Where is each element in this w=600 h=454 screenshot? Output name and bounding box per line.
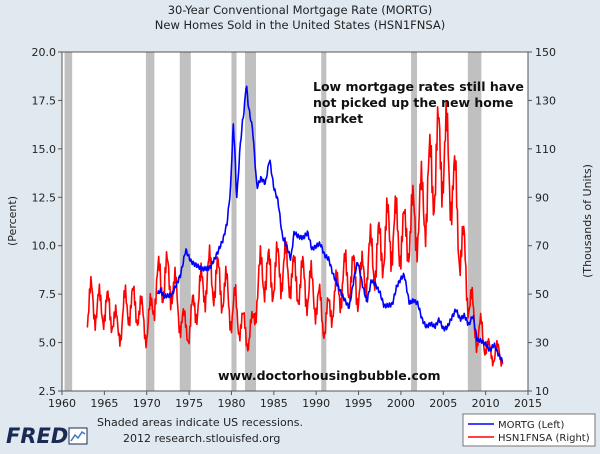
x-tick-label: 1960	[48, 397, 76, 410]
chart-subtitle: New Homes Sold in the United States (HSN…	[155, 18, 445, 32]
x-tick-label: 1965	[90, 397, 118, 410]
legend-box	[462, 413, 596, 447]
annotation-line-3: market	[313, 111, 363, 126]
y2-axis-label: (Thousands of Units)	[581, 164, 594, 278]
y2-tick-label: 130	[535, 94, 556, 107]
series-line-hsn	[86, 101, 504, 367]
y2-tick-label: 70	[535, 240, 549, 253]
x-tick-label: 1980	[217, 397, 245, 410]
y-tick-label: 2.5	[39, 385, 57, 398]
y2-tick-label: 150	[535, 46, 556, 59]
chart-title: 30-Year Conventional Mortgage Rate (MORT…	[168, 3, 433, 17]
x-tick-label: 2015	[514, 397, 542, 410]
recession-band	[467, 52, 482, 391]
y-tick-label: 5.0	[39, 337, 57, 350]
source-note: 2012 research.stlouisfed.org	[123, 432, 280, 445]
recession-note: Shaded areas indicate US recessions.	[97, 416, 303, 429]
plot-frame	[61, 51, 529, 392]
recession-band	[231, 52, 237, 391]
legend-label-hsn: HSN1FNSA (Right)	[498, 433, 590, 444]
x-tick-label: 1990	[302, 397, 330, 410]
recession-shading	[64, 52, 482, 391]
axis-ticks: 1960 1965 1970 1975 1980 1985 1990 1995 2000 2005…	[32, 46, 557, 410]
y2-tick-label: 90	[535, 191, 549, 204]
x-tick-label: 2010	[472, 397, 500, 410]
annotation-line-2: not picked up the new home	[313, 95, 513, 110]
y2-tick-label: 10	[535, 385, 549, 398]
recession-band	[411, 52, 418, 391]
y2-tick-label: 30	[535, 337, 549, 350]
series-layer	[86, 85, 504, 367]
recession-band	[321, 52, 327, 391]
y-tick-label: 12.5	[32, 191, 57, 204]
fred-logo-box	[68, 427, 88, 445]
recession-band	[64, 52, 73, 391]
fred-logo-text: FRED	[6, 424, 68, 448]
fred-logo-graph-icon	[70, 430, 86, 442]
y-tick-label: 15.0	[32, 143, 57, 156]
y-tick-label: 10.0	[32, 240, 57, 253]
y2-tick-label: 50	[535, 288, 549, 301]
legend: MORTG (Left) HSN1FNSA (Right)	[462, 413, 596, 447]
y-tick-label: 7.5	[39, 288, 57, 301]
x-tick-label: 1995	[345, 397, 373, 410]
y-tick-label: 20.0	[32, 46, 57, 59]
fred-logo: FRED	[6, 424, 88, 448]
annotation-line-1: Low mortgage rates still have	[313, 79, 524, 94]
recession-band	[179, 52, 191, 391]
y-tick-label: 17.5	[32, 94, 57, 107]
series-line-mortg	[156, 85, 504, 363]
legend-label-mortg: MORTG (Left)	[498, 420, 564, 431]
recession-band	[145, 52, 155, 391]
recession-band	[245, 52, 257, 391]
plot-area	[62, 52, 528, 391]
x-tick-label: 1975	[175, 397, 203, 410]
y2-tick-label: 110	[535, 143, 556, 156]
watermark-url: www.doctorhousingbubble.com	[218, 368, 441, 383]
x-tick-label: 1970	[133, 397, 161, 410]
x-tick-label: 2000	[387, 397, 415, 410]
x-tick-label: 2005	[429, 397, 457, 410]
y-axis-label: (Percent)	[6, 196, 19, 246]
x-tick-label: 1985	[260, 397, 288, 410]
